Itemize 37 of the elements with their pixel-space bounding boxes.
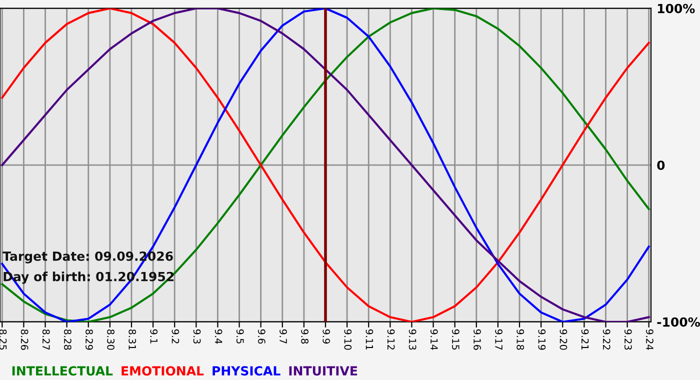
x-tick-label: 8.30: [107, 329, 114, 350]
x-tick-label: 9.22: [602, 329, 610, 350]
x-tick-label: 9.8: [301, 329, 308, 344]
x-tick-label: 9.18: [516, 329, 524, 350]
x-tick-label: 9.1: [150, 329, 158, 344]
x-tick-label: 9.10: [344, 329, 352, 350]
x-tick-label: 9.20: [560, 329, 568, 350]
text: INTUITIVE: [289, 366, 358, 376]
x-tick-label: 9.6: [258, 329, 266, 344]
x-tick-label: 9.9: [322, 329, 330, 344]
x-tick-label: 9.11: [366, 329, 374, 350]
x-tick-label: 9.7: [280, 329, 287, 344]
x-tick-label: 8.27: [42, 329, 50, 350]
x-tick-label: 8.31: [128, 329, 136, 350]
x-tick-label: 9.14: [430, 329, 438, 350]
x-tick-label: 9.19: [538, 329, 546, 350]
x-tick-label: 9.15: [452, 329, 460, 350]
x-tick-label: 9.16: [474, 329, 481, 350]
x-tick-label: 9.5: [236, 329, 244, 344]
text: EMOTIONAL: [122, 366, 204, 376]
x-tick-label: 8.28: [64, 329, 72, 350]
x-tick-label: 9.24: [646, 329, 654, 350]
x-tick-label: 9.21: [581, 329, 589, 350]
y-tick-label: -100%: [657, 317, 700, 327]
x-tick-label: 9.13: [408, 329, 416, 350]
x-tick-label: 9.2: [172, 329, 180, 344]
x-tick-label: 8.26: [20, 329, 28, 350]
x-tick-label: 8.29: [86, 329, 93, 350]
x-tick-label: 9.12: [387, 329, 395, 350]
y-tick-label: 100%: [658, 4, 695, 14]
x-tick-label: 9.17: [495, 329, 502, 350]
x-tick-label: 9.23: [624, 329, 632, 350]
text: INTELLECTUAL: [12, 366, 113, 376]
x-tick-label: 9.4: [214, 329, 222, 344]
x-tick-label: 9.3: [193, 329, 201, 344]
y-tick-label: 0: [657, 160, 665, 170]
text: PHYSICAL: [212, 366, 280, 376]
